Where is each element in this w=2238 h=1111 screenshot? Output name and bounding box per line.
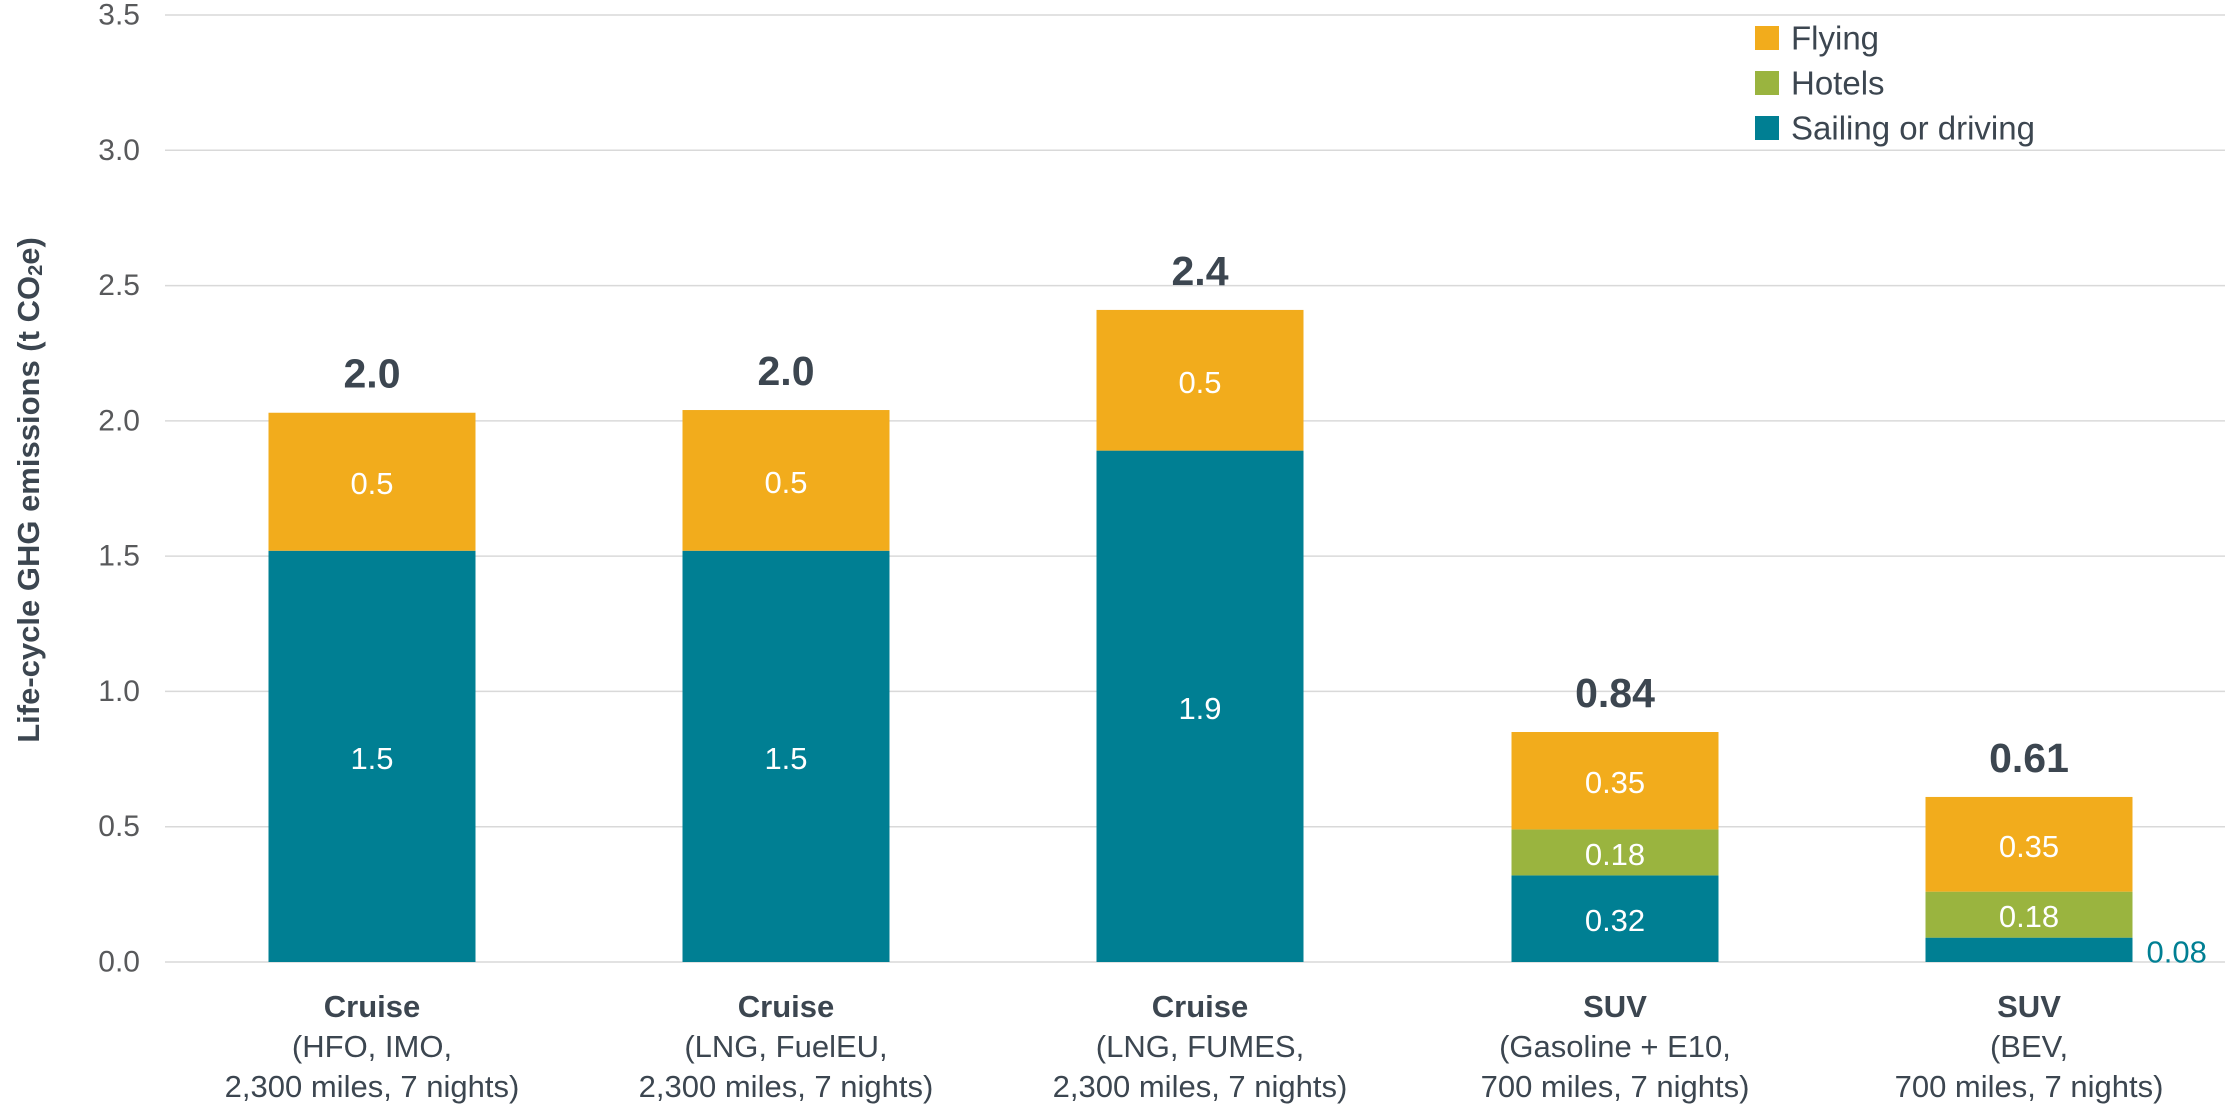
segment-value-label: 0.18 [1999, 899, 2059, 934]
category-detail-line: (LNG, FUMES, [1096, 1029, 1304, 1064]
category-detail-line: 2,300 miles, 7 nights) [225, 1069, 520, 1104]
y-axis-title: Life-cycle GHG emissions (t CO2e) [11, 237, 48, 743]
category-title: Cruise [738, 989, 834, 1024]
segment-value-label: 0.5 [764, 465, 807, 500]
category-title: Cruise [324, 989, 420, 1024]
segment-value-label: 0.18 [1585, 837, 1645, 872]
legend-swatch-sailing-or-driving [1755, 116, 1779, 140]
y-title-subscript: 2 [25, 265, 47, 276]
category-detail-line: 700 miles, 7 nights) [1895, 1069, 2164, 1104]
segment-value-label: 0.5 [350, 466, 393, 501]
segment-value-label: 1.5 [350, 741, 393, 776]
legend: Flying Hotels Sailing or driving [1755, 20, 2035, 147]
y-tick-label: 1.5 [98, 540, 140, 573]
bar-segment-sailing-or-driving [1511, 875, 1719, 962]
category-detail-line: 2,300 miles, 7 nights) [1053, 1069, 1348, 1104]
category-title: Cruise [1152, 989, 1248, 1024]
y-title-prefix: Life-cycle GHG emissions (t CO [11, 276, 46, 743]
bar-total-label: 2.0 [758, 348, 815, 394]
bar-segment-flying [268, 412, 476, 551]
bar-segment-sailing-or-driving [682, 550, 890, 962]
segment-value-label: 0.08 [2147, 934, 2207, 969]
category-detail-line: (Gasoline + E10, [1499, 1029, 1731, 1064]
segment-value-label: 0.35 [1585, 765, 1645, 800]
segment-value-label: 1.5 [764, 741, 807, 776]
bar-segment-flying [1511, 732, 1719, 830]
y-tick-label: 0.5 [98, 810, 140, 843]
y-tick-label: 2.5 [98, 269, 140, 302]
segment-value-label: 0.32 [1585, 903, 1645, 938]
segment-value-label: 0.35 [1999, 829, 2059, 864]
category-title: SUV [1583, 989, 1647, 1024]
category-detail-line: (LNG, FuelEU, [684, 1029, 887, 1064]
bar-total-label: 2.4 [1172, 248, 1229, 294]
bar-segment-flying [1096, 309, 1304, 451]
bar-segment-hotels [1511, 829, 1719, 876]
y-axis-ticks: 0.0 0.5 1.0 1.5 2.0 2.5 3.0 3.5 [98, 0, 140, 979]
legend-swatch-hotels [1755, 71, 1779, 95]
category-detail-line: (BEV, [1990, 1029, 2068, 1064]
category-detail-line: 2,300 miles, 7 nights) [639, 1069, 934, 1104]
x-axis-labels: Cruise (HFO, IMO, 2,300 miles, 7 nights) Cr… [225, 989, 2164, 1104]
bar-segment-sailing-or-driving [268, 550, 476, 962]
segment-value-label: 1.9 [1178, 691, 1221, 726]
y-tick-label: 2.0 [98, 404, 140, 437]
bar-segment-sailing-or-driving [1925, 937, 2133, 962]
bar-segment-flying [1925, 796, 2133, 892]
bar-total-label: 0.84 [1575, 670, 1655, 716]
bar-segment-flying [682, 410, 890, 551]
y-tick-label: 3.0 [98, 134, 140, 167]
bar-segment-sailing-or-driving [1096, 450, 1304, 962]
bar-total-label: 0.61 [1989, 735, 2069, 781]
legend-swatch-flying [1755, 26, 1779, 50]
legend-label: Hotels [1791, 65, 1885, 102]
category-detail-line: 700 miles, 7 nights) [1481, 1069, 1750, 1104]
category-detail-line: (HFO, IMO, [292, 1029, 452, 1064]
legend-label: Flying [1791, 20, 1879, 57]
bar-segment-hotels [1925, 891, 2133, 938]
y-title-suffix: e) [11, 237, 46, 265]
y-tick-label: 0.0 [98, 946, 140, 979]
legend-label: Sailing or driving [1791, 110, 2035, 147]
category-title: SUV [1997, 989, 2061, 1024]
segment-value-label: 0.5 [1178, 365, 1221, 400]
bar-total-label: 2.0 [344, 351, 401, 397]
y-tick-label: 1.0 [98, 675, 140, 708]
bars: 1.5 0.5 2.0 1.5 0.5 2.0 1.9 0.5 2.4 0.32 0.18 0.35 0… [268, 248, 2207, 969]
y-tick-label: 3.5 [98, 0, 140, 32]
